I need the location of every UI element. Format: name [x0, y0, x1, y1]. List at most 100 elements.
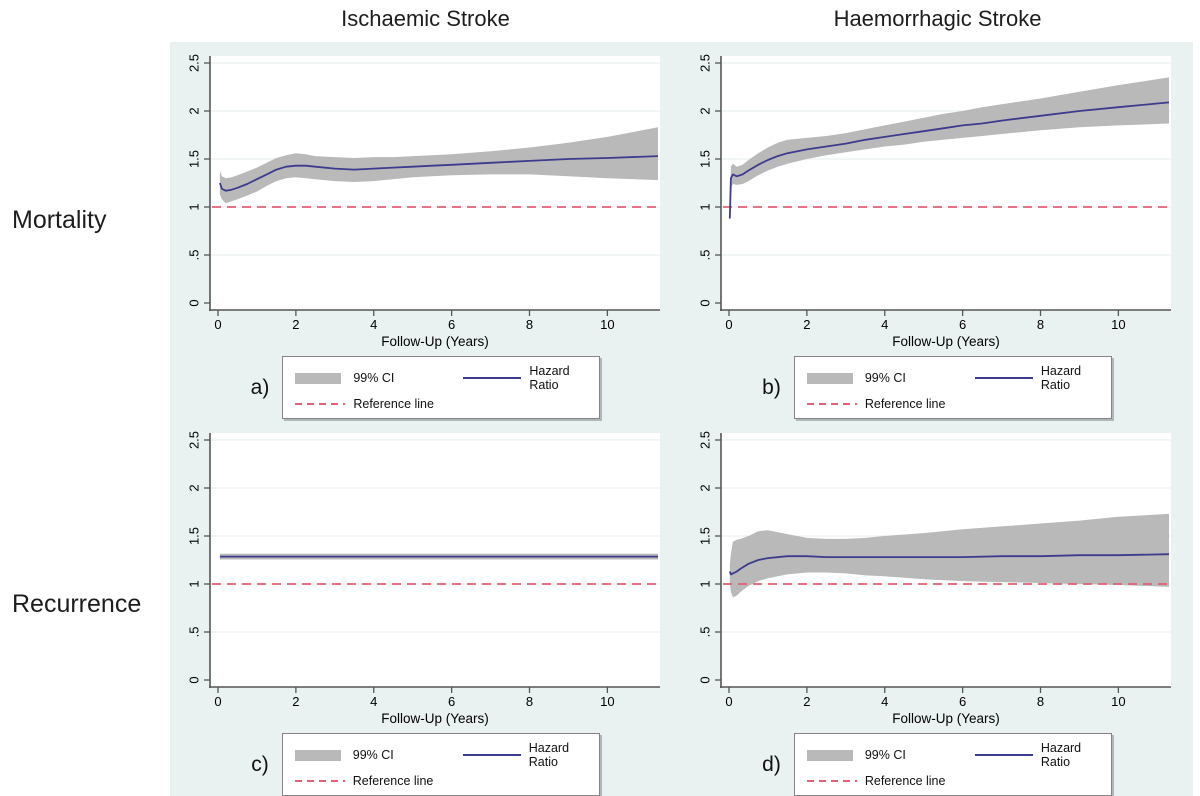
y-tick-label: 1.5 [186, 150, 201, 168]
y-tick-label: 2 [697, 484, 712, 491]
y-tick-label: 2 [186, 107, 201, 114]
y-tick-label: 2 [186, 484, 201, 491]
ci-band [729, 513, 1169, 598]
legend-ci-label: 99% CI [864, 371, 906, 385]
plot-area-c: 0 .5 1 1.5 2 2.5 0 2 4 6 8 10 Follow-Up (Years) [170, 419, 681, 731]
legend-hr-label: Hazard Ratio [1040, 741, 1082, 769]
x-axis-title: Follow-Up (Years) [381, 334, 489, 349]
x-tick-label: 6 [959, 317, 966, 332]
x-tick-label: 2 [803, 317, 810, 332]
hazard-line-key [974, 754, 1033, 756]
x-tick-label: 0 [725, 317, 732, 332]
x-tick-label: 6 [448, 317, 455, 332]
legend-ci-label: 99% CI [352, 748, 394, 762]
legend-row-b: b) 99% CI Hazard Ratio Reference line [681, 356, 1193, 419]
y-tick-label: 2 [697, 107, 712, 114]
y-tick-label: 0 [186, 299, 201, 306]
x-tick-label: 8 [526, 694, 533, 709]
y-tick-label: .5 [697, 627, 712, 638]
panel-letter-c: c) [251, 753, 269, 776]
legend-box-a: 99% CI Hazard Ratio Reference line [282, 356, 601, 419]
y-tick-label: .5 [697, 250, 712, 261]
x-tick-label: 8 [526, 317, 533, 332]
x-axis-title: Follow-Up (Years) [892, 711, 1000, 726]
plot-area-b: 0 .5 1 1.5 2 2.5 0 2 4 6 8 10 Follow-Up (Years) [681, 42, 1193, 354]
legend-row-a: a) 99% CI Hazard Ratio Reference line [170, 356, 681, 419]
plot-svg: 0 .5 1 1.5 2 2.5 0 2 4 6 8 10 Follow-Up (Years) [697, 54, 1171, 349]
reference-line-key [294, 780, 345, 782]
x-tick-label: 10 [1111, 694, 1125, 709]
legend-ref-label: Reference line [352, 774, 434, 788]
panel-letter-d: d) [762, 753, 781, 776]
y-tick-label: 0 [697, 676, 712, 683]
hazard-ratio-line [728, 553, 1170, 576]
hazard-line-key [974, 377, 1033, 379]
panel-letter-b: b) [762, 376, 781, 399]
y-tick-label: .5 [186, 250, 201, 261]
x-axis-title: Follow-Up (Years) [381, 711, 489, 726]
x-tick-label: 4 [370, 317, 377, 332]
x-tick-label: 6 [959, 694, 966, 709]
plot-svg: 0 .5 1 1.5 2 2.5 0 2 4 6 8 10 Follow-Up (Years) [186, 54, 660, 349]
y-tick-label: 2.5 [697, 54, 712, 72]
y-tick-label: 2.5 [186, 431, 201, 449]
x-tick-label: 10 [600, 694, 614, 709]
row-label-recurrence: Recurrence [12, 590, 142, 618]
x-tick-label: 10 [600, 317, 614, 332]
plot-svg: 0 .5 1 1.5 2 2.5 0 2 4 6 8 10 Follow-Up (Years) [186, 431, 660, 726]
x-tick-label: 4 [881, 317, 888, 332]
panel-letter-a: a) [250, 376, 270, 399]
legend-hr-label: Hazard Ratio [1040, 364, 1082, 392]
panel-c: 0 .5 1 1.5 2 2.5 0 2 4 6 8 10 Follow-Up (Years) c) 9… [170, 419, 681, 796]
reference-line-key [295, 403, 346, 405]
y-tick-label: .5 [186, 627, 201, 638]
y-tick-label: 1 [697, 580, 712, 587]
legend-box-b: 99% CI Hazard Ratio Reference line [793, 356, 1112, 419]
legend-ci-label: 99% CI [353, 371, 395, 385]
x-tick-label: 8 [1037, 317, 1044, 332]
reference-line-key [806, 780, 857, 782]
plot-svg: 0 .5 1 1.5 2 2.5 0 2 4 6 8 10 Follow-Up (Years) [697, 431, 1171, 726]
y-tick-label: 1.5 [697, 527, 712, 545]
hazard-ratio-line [728, 101, 1170, 219]
y-tick-label: 0 [697, 299, 712, 306]
legend-ref-label: Reference line [864, 774, 946, 788]
y-tick-label: 1 [697, 203, 712, 210]
panel-a: 0 .5 1 1.5 2 2.5 0 2 4 6 8 10 Follow-Up (Years) a) 9… [170, 42, 681, 419]
column-header-haemorrhagic: Haemorrhagic Stroke [833, 6, 1042, 31]
legend-row-c: c) 99% CI Hazard Ratio Reference line [170, 733, 681, 796]
x-tick-label: 4 [370, 694, 377, 709]
x-tick-label: 0 [725, 694, 732, 709]
legend-box-c: 99% CI Hazard Ratio Reference line [281, 733, 600, 796]
y-tick-label: 1 [186, 203, 201, 210]
panel-d: 0 .5 1 1.5 2 2.5 0 2 4 6 8 10 Follow-Up (Years) d) 9… [681, 419, 1193, 796]
y-tick-label: 2.5 [186, 54, 201, 72]
x-tick-label: 4 [881, 694, 888, 709]
x-tick-label: 8 [1037, 694, 1044, 709]
panel-b: 0 .5 1 1.5 2 2.5 0 2 4 6 8 10 Follow-Up (Years) b) 9… [681, 42, 1193, 419]
legend-box-d: 99% CI Hazard Ratio Reference line [793, 733, 1112, 796]
legend-ref-label: Reference line [353, 397, 434, 411]
ci-band-swatch [294, 749, 341, 761]
plot-area-d: 0 .5 1 1.5 2 2.5 0 2 4 6 8 10 Follow-Up (Years) [681, 419, 1193, 731]
graph-region: 0.5 1 1.5 2 2.5 0 2 4 6 8 10 Follow-Up (Years) a) 9… [170, 42, 1193, 796]
x-tick-label: 0 [214, 317, 221, 332]
hazard-line-key [463, 377, 522, 379]
row-label-mortality: Mortality [12, 206, 107, 234]
ci-band-swatch [295, 372, 342, 384]
x-tick-label: 2 [292, 317, 299, 332]
legend-row-d: d) 99% CI Hazard Ratio Reference line [681, 733, 1193, 796]
x-tick-label: 2 [803, 694, 810, 709]
y-tick-label: 2.5 [697, 431, 712, 449]
plot-area-a: 0 .5 1 1.5 2 2.5 0 2 4 6 8 10 Follow-Up (Years) [170, 42, 681, 354]
x-tick-label: 2 [292, 694, 299, 709]
legend-ref-label: Reference line [864, 397, 946, 411]
legend-hr-label: Hazard Ratio [529, 364, 570, 392]
hazard-ratio-line [219, 155, 659, 192]
y-tick-label: 1.5 [697, 150, 712, 168]
x-tick-label: 10 [1111, 317, 1125, 332]
reference-line-key [806, 403, 857, 405]
y-tick-label: 1 [186, 580, 201, 587]
x-tick-label: 6 [448, 694, 455, 709]
